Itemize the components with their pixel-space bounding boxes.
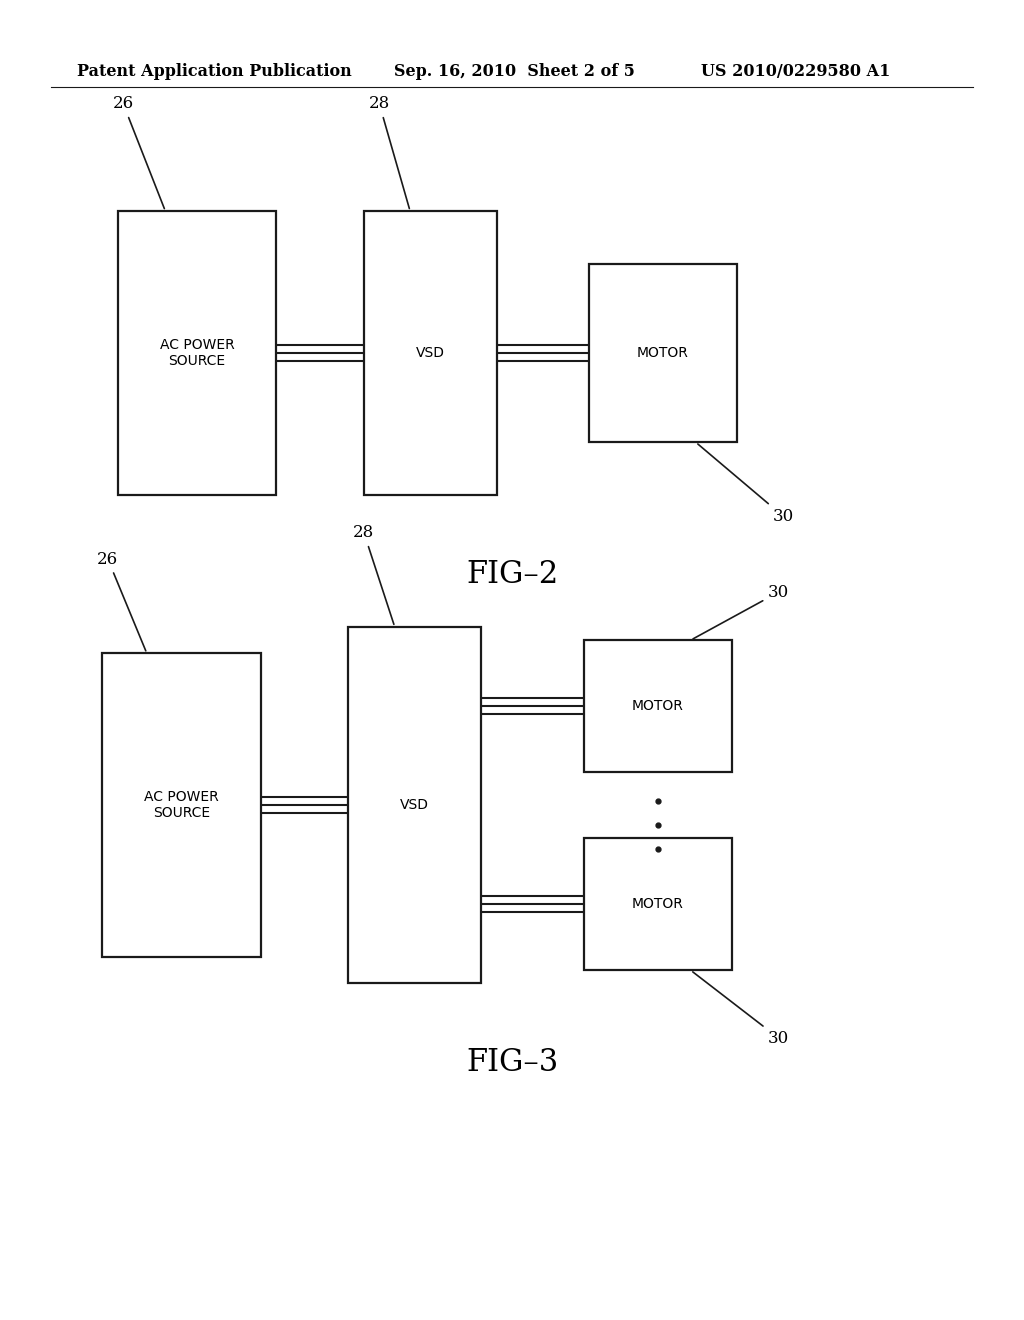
Text: VSD: VSD: [400, 799, 429, 812]
Text: 30: 30: [693, 972, 790, 1047]
Bar: [118, 211, 276, 495]
Text: 28: 28: [353, 524, 394, 624]
Text: FIG–2: FIG–2: [466, 558, 558, 590]
Text: US 2010/0229580 A1: US 2010/0229580 A1: [701, 63, 891, 81]
Text: FIG–3: FIG–3: [466, 1047, 558, 1078]
Text: MOTOR: MOTOR: [632, 898, 684, 911]
Text: MOTOR: MOTOR: [637, 346, 689, 360]
Text: 26: 26: [97, 550, 145, 651]
Bar: [584, 640, 732, 772]
Bar: [348, 627, 481, 983]
Text: 30: 30: [693, 583, 790, 639]
Text: AC POWER
SOURCE: AC POWER SOURCE: [160, 338, 234, 368]
Bar: [584, 838, 732, 970]
Text: 26: 26: [113, 95, 165, 209]
Bar: [364, 211, 497, 495]
Bar: [589, 264, 737, 442]
Text: MOTOR: MOTOR: [632, 700, 684, 713]
Text: 30: 30: [697, 444, 795, 525]
Text: VSD: VSD: [416, 346, 444, 360]
Bar: [102, 653, 261, 957]
Text: 28: 28: [369, 95, 410, 209]
Text: AC POWER
SOURCE: AC POWER SOURCE: [144, 791, 219, 820]
Text: Sep. 16, 2010  Sheet 2 of 5: Sep. 16, 2010 Sheet 2 of 5: [394, 63, 635, 81]
Text: Patent Application Publication: Patent Application Publication: [77, 63, 351, 81]
